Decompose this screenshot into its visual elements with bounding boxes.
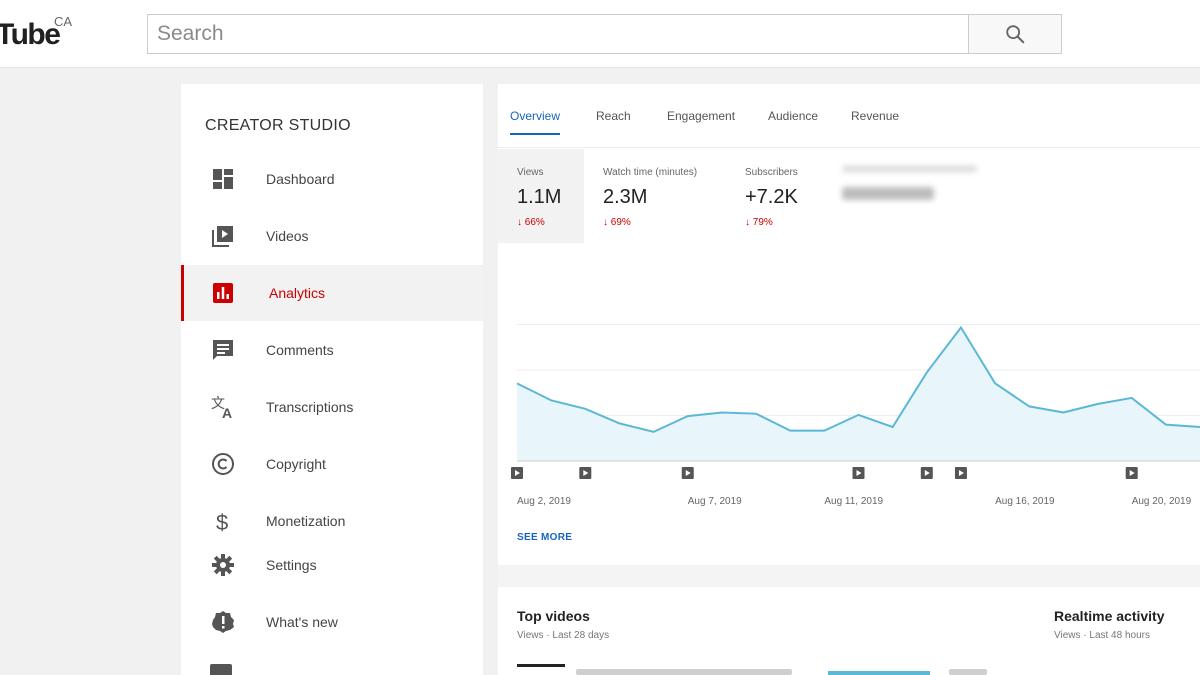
metric-change: ↓ 79% [745, 217, 773, 228]
comment-icon [210, 337, 236, 363]
top-videos-card: Top videos Views · Last 28 days [498, 587, 1013, 675]
search-icon [1006, 25, 1025, 44]
sidebar-item-label: Transcriptions [266, 399, 354, 415]
card-title: Realtime activity [1054, 608, 1165, 624]
video-title[interactable] [576, 669, 792, 675]
analytics-icon [210, 280, 236, 306]
tab-engagement[interactable]: Engagement [667, 109, 736, 123]
youtube-logo[interactable]: Tube [0, 18, 61, 51]
views-count [949, 669, 987, 675]
search-button[interactable] [968, 14, 1062, 54]
card-title: Top videos [517, 608, 590, 624]
sidebar-item-label: Dashboard [266, 171, 335, 187]
tab-overview[interactable]: Overview [510, 109, 561, 135]
video-marker-icon[interactable] [1125, 467, 1138, 479]
sidebar-title: CREATOR STUDIO [205, 117, 351, 134]
translate-icon: 文 A [210, 394, 236, 420]
x-tick-label: Aug 20, 2019 [1132, 496, 1192, 507]
metric-change: ↓ 66% [517, 217, 545, 228]
metric-value: +7.2K [745, 186, 798, 208]
blurred-metric [842, 166, 977, 200]
tab-reach[interactable]: Reach [596, 109, 631, 123]
chart-area-fill [517, 327, 1200, 461]
video-marker-icon[interactable] [579, 467, 592, 479]
alert-badge-icon [210, 609, 236, 635]
sidebar-item-settings[interactable]: Settings [181, 537, 483, 593]
metric-watch-time[interactable]: Watch time (minutes) 2.3M ↓ 69% [584, 149, 726, 243]
analytics-tabs: Overview Reach Engagement Audience Reven… [498, 84, 1200, 148]
region-code: CA [54, 14, 73, 29]
sidebar-item-dashboard[interactable]: Dashboard [181, 151, 483, 207]
partial-icon [210, 664, 232, 675]
sidebar-item-videos[interactable]: Videos [181, 208, 483, 264]
sidebar-item-label: Videos [266, 228, 309, 244]
video-marker-icon[interactable] [511, 467, 523, 479]
sidebar-item-label: Copyright [266, 456, 326, 472]
x-tick-label: Aug 7, 2019 [688, 496, 742, 507]
realtime-activity-card: Realtime activity Views · Last 48 hours [1035, 587, 1200, 675]
metric-label: Views [517, 167, 544, 178]
x-tick-label: Aug 16, 2019 [995, 496, 1055, 507]
search-input[interactable] [148, 15, 969, 53]
card-subtitle: Views · Last 48 hours [1054, 630, 1150, 641]
sidebar-item-transcriptions[interactable]: 文 A Transcriptions [181, 379, 483, 435]
metric-views[interactable]: Views 1.1M ↓ 66% [498, 149, 584, 243]
sidebar-item-label: Monetization [266, 513, 346, 529]
sidebar-item-label: What's new [266, 614, 338, 630]
video-library-icon [210, 223, 236, 249]
metric-subscribers[interactable]: Subscribers +7.2K ↓ 79% [726, 149, 842, 243]
video-marker-icon[interactable] [852, 467, 865, 479]
sidebar-item-whats-new[interactable]: What's new [181, 594, 483, 650]
metric-label: Subscribers [745, 167, 798, 178]
sidebar-item-analytics[interactable]: Analytics [181, 265, 483, 321]
metric-value: 2.3M [603, 186, 648, 208]
views-chart: Aug 2, 2019 Aug 7, 2019 Aug 11, 2019 Aug 16… [511, 324, 1200, 507]
section-gap [498, 565, 1200, 587]
views-bar [828, 671, 930, 675]
x-tick-label: Aug 11, 2019 [824, 496, 883, 507]
search-box [147, 14, 969, 54]
copyright-icon [210, 451, 236, 477]
svg-text:$: $ [216, 510, 228, 533]
sidebar-item-monetization[interactable]: $ Monetization [181, 493, 483, 549]
card-subtitle: Views · Last 28 days [517, 630, 610, 641]
dashboard-icon [210, 166, 236, 192]
dollar-icon: $ [210, 508, 236, 534]
sidebar-item-label: Comments [266, 342, 334, 358]
masthead: Tube CA [0, 0, 1200, 68]
video-marker-icon[interactable] [681, 467, 694, 479]
video-thumbnail[interactable] [517, 664, 565, 670]
sidebar-item-label: Analytics [269, 285, 326, 301]
sidebar-item-comments[interactable]: Comments [181, 322, 483, 378]
metric-value: 1.1M [517, 186, 562, 208]
metric-label: Watch time (minutes) [603, 167, 698, 178]
gear-icon [210, 552, 236, 578]
x-tick-label: Aug 2, 2019 [517, 496, 571, 507]
creator-studio-sidebar: CREATOR STUDIO Dashboard Videos [181, 84, 483, 675]
video-marker-icon[interactable] [920, 467, 933, 479]
see-more-link[interactable]: SEE MORE [517, 532, 573, 543]
sidebar-item-label: Settings [266, 557, 317, 573]
tab-revenue[interactable]: Revenue [851, 109, 900, 123]
sidebar-item-copyright[interactable]: Copyright [181, 436, 483, 492]
svg-text:文: 文 [211, 395, 225, 411]
metric-change: ↓ 69% [603, 217, 631, 228]
video-marker-icon[interactable] [954, 467, 967, 479]
svg-text:A: A [222, 405, 232, 420]
tab-audience[interactable]: Audience [768, 109, 819, 123]
